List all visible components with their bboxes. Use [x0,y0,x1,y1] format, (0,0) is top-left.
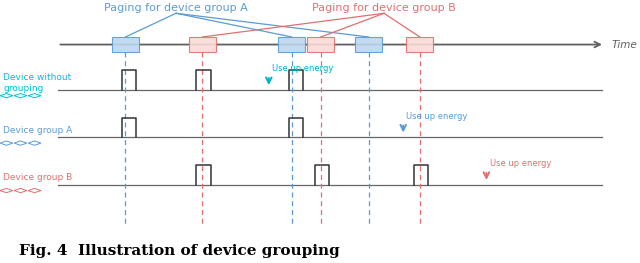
Bar [406,37,433,52]
Text: Use up energy: Use up energy [272,64,333,73]
Bar [307,37,334,52]
Bar [355,37,382,52]
Bar [278,37,305,52]
Bar [189,37,216,52]
Text: Time: Time [611,39,637,49]
Text: Use up energy: Use up energy [490,159,551,168]
Text: Paging for device group B: Paging for device group B [312,3,456,13]
Text: Device group B: Device group B [3,173,72,183]
Bar [112,37,139,52]
Text: Paging for device group A: Paging for device group A [104,3,248,13]
Text: Device group A: Device group A [3,126,72,135]
Text: Fig. 4  Illustration of device grouping: Fig. 4 Illustration of device grouping [19,244,340,258]
Text: Device without
grouping: Device without grouping [3,73,72,93]
Text: Use up energy: Use up energy [406,112,468,121]
